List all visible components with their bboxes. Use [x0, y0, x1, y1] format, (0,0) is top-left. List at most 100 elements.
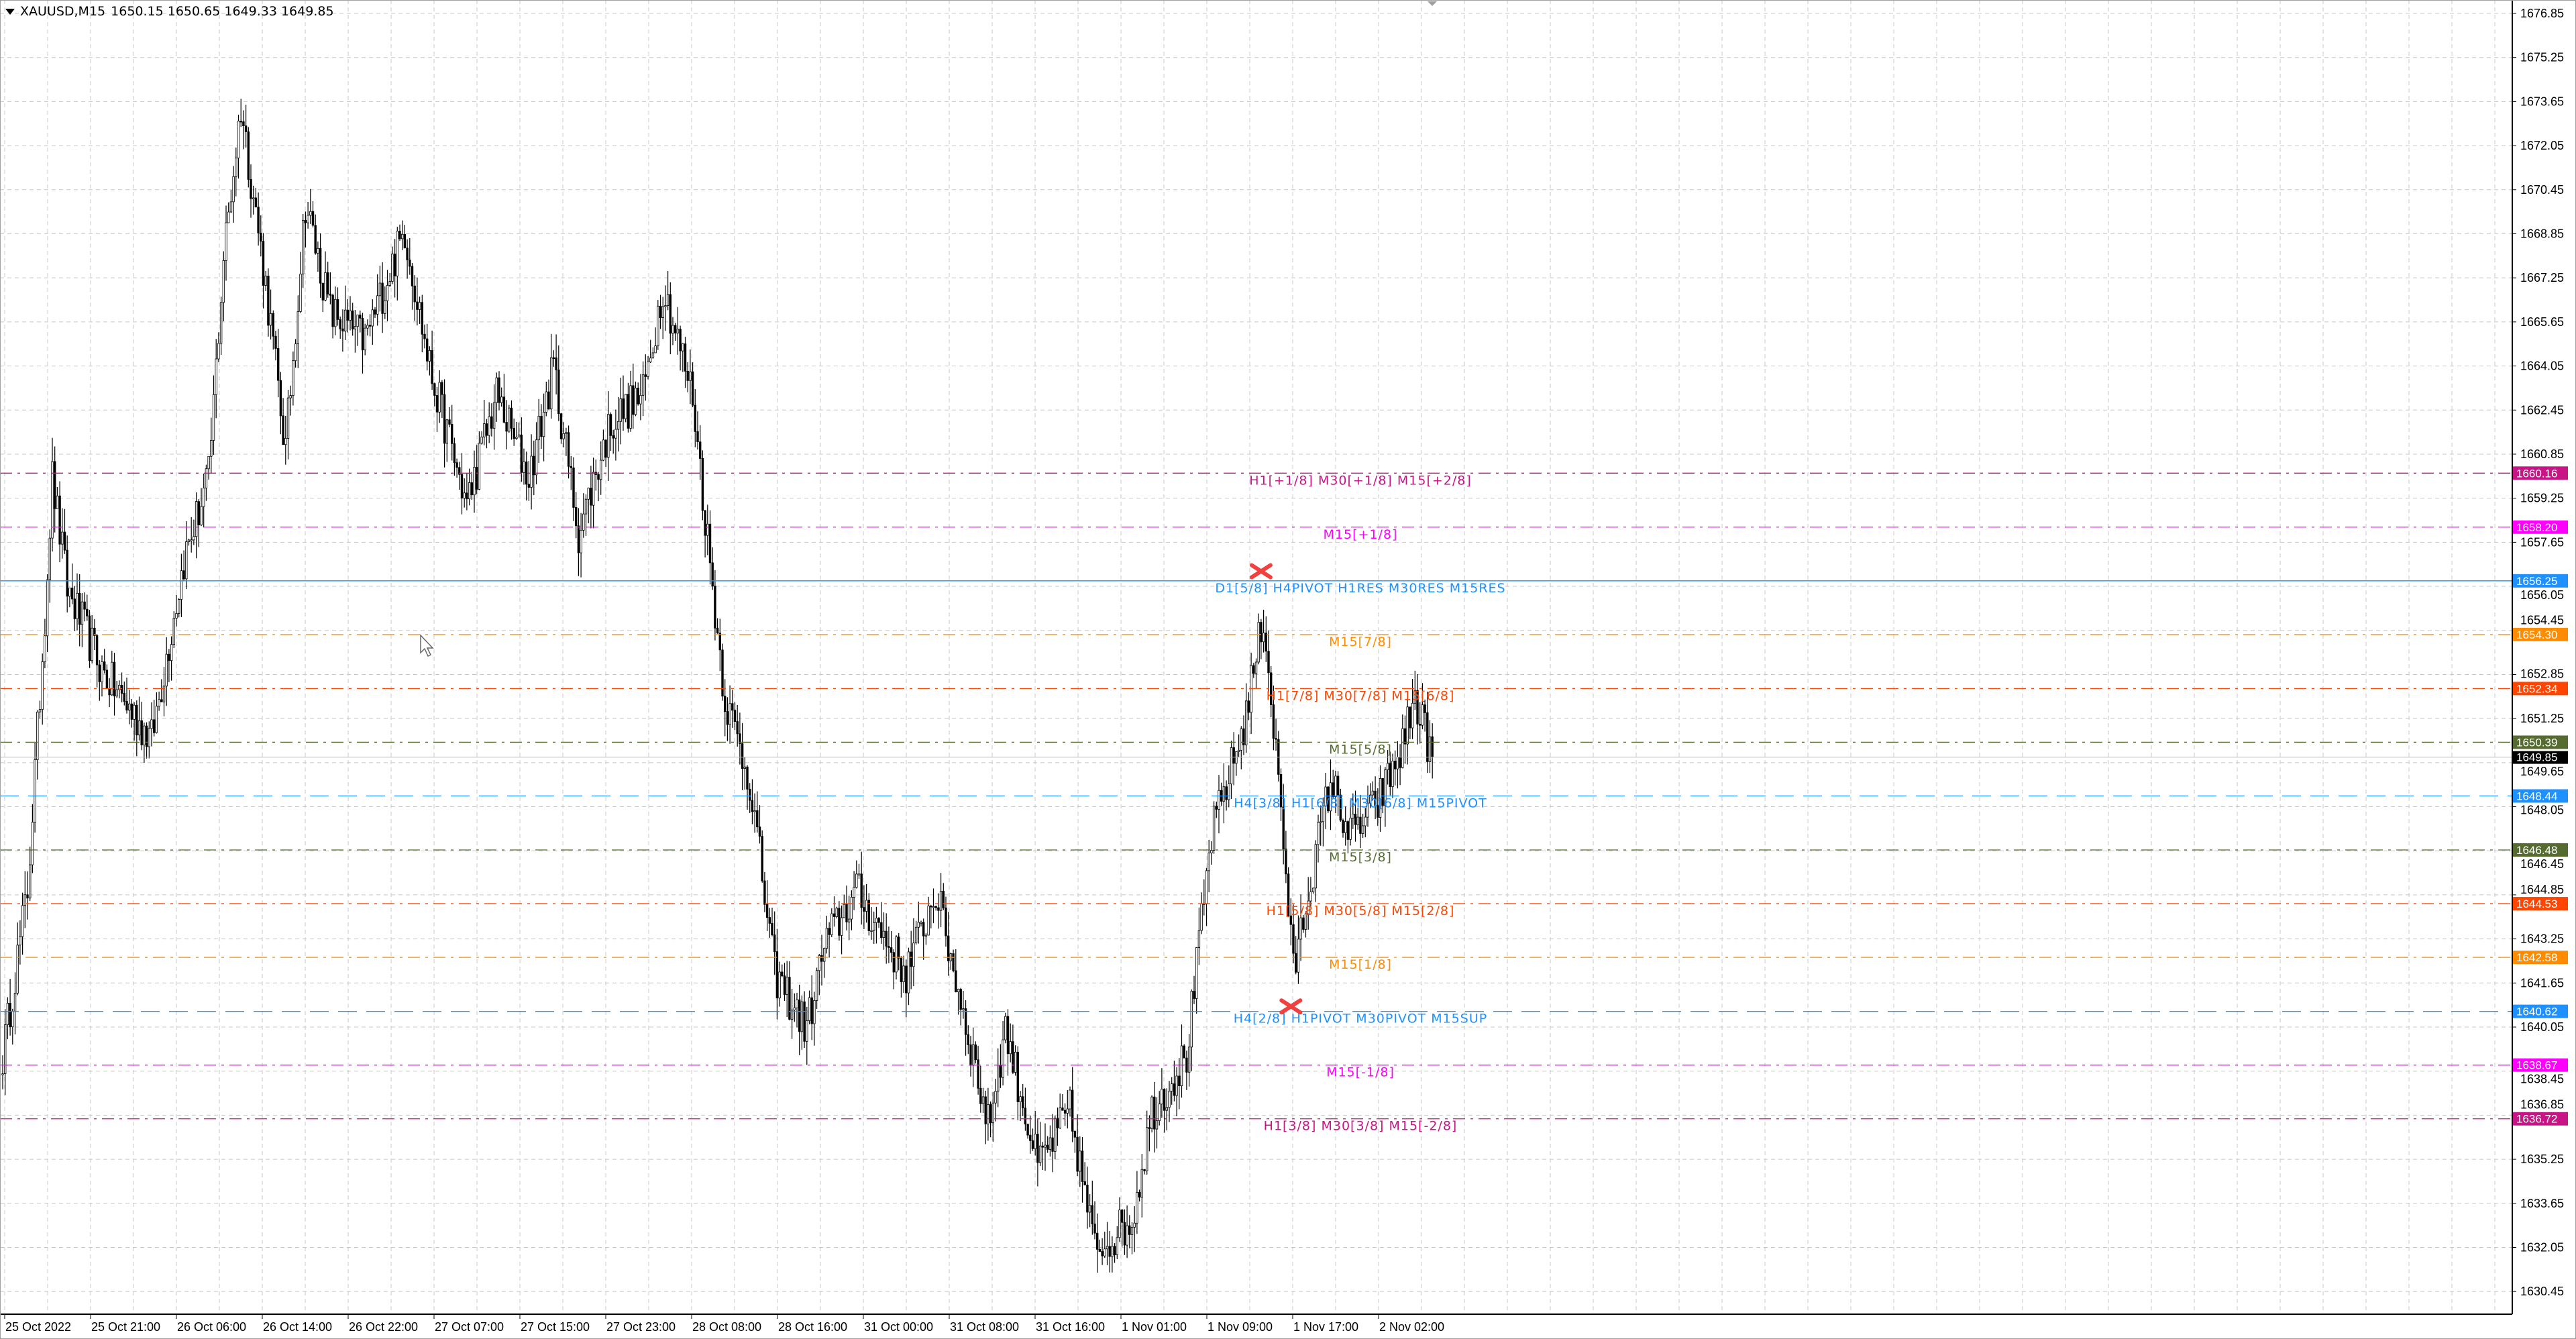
candle-bear — [1123, 1222, 1126, 1246]
time-axis-label: 25 Oct 21:00 — [91, 1320, 160, 1334]
candle-bear — [381, 282, 384, 314]
time-axis-label: 28 Oct 08:00 — [692, 1320, 761, 1334]
candle-bull — [127, 703, 131, 711]
candle-bull — [537, 415, 540, 441]
candle-bull — [1349, 817, 1352, 840]
candle-bull — [924, 934, 928, 936]
candle-bull — [68, 587, 71, 597]
candle-bear — [716, 627, 719, 634]
candle-bull — [508, 407, 511, 432]
price-badge-label: 1654.30 — [2516, 629, 2557, 641]
candle-bear — [272, 313, 274, 337]
candle-bear — [1270, 672, 1273, 705]
candle-bull — [38, 709, 42, 712]
candle-bull — [217, 343, 220, 360]
candle-bear — [262, 241, 265, 286]
candle-bull — [830, 913, 833, 935]
candle-bull — [530, 456, 533, 488]
candle-bear — [1006, 1016, 1010, 1055]
price-badge-label: 1640.62 — [2516, 1006, 2557, 1018]
candle-bull — [36, 711, 39, 760]
candle-bear — [768, 917, 771, 924]
price-badge-label: 1636.72 — [2516, 1113, 2557, 1126]
candle-bull — [202, 488, 205, 507]
candle-bull — [1126, 1225, 1128, 1246]
candle-bull — [981, 1096, 985, 1104]
candle-bull — [729, 703, 731, 725]
candle-bull — [616, 421, 620, 430]
candle-bear — [758, 826, 761, 837]
candle-bull — [1161, 1089, 1163, 1105]
candle-bull — [535, 439, 538, 476]
candle-bear — [1101, 1251, 1104, 1256]
candle-bear — [505, 422, 508, 432]
candle-bull — [1413, 690, 1416, 704]
candle-bear — [775, 951, 779, 999]
candle-bull — [1133, 1222, 1136, 1228]
candle-bull — [873, 922, 875, 931]
candle-bull — [165, 653, 168, 687]
candle-bull — [582, 513, 585, 531]
price-tick-label: 1667.25 — [2520, 271, 2564, 284]
candle-bull — [545, 391, 547, 413]
candle-bull — [1212, 806, 1216, 851]
candle-bear — [182, 570, 185, 580]
price-badge — [2513, 627, 2568, 641]
candle-bull — [1406, 706, 1409, 745]
candle-bull — [111, 661, 113, 696]
chart-shift-marker-icon[interactable] — [1428, 1, 1437, 6]
price-badge — [2513, 574, 2568, 588]
candle-bear — [838, 908, 841, 936]
candle-bear — [73, 598, 76, 619]
candle-bear — [1287, 873, 1290, 916]
candle-bear — [559, 413, 563, 439]
candle-bear — [694, 405, 696, 432]
time-axis-label: 31 Oct 00:00 — [864, 1320, 933, 1334]
price-tick-label: 1654.45 — [2520, 614, 2564, 627]
price-badge-label: 1648.44 — [2516, 790, 2557, 803]
candle-bear — [637, 388, 639, 405]
candle-bull — [843, 904, 845, 918]
level-label: M15[+1/8] — [1324, 527, 1398, 542]
candle-bull — [848, 918, 851, 922]
candle-bear — [930, 906, 932, 908]
candle-bear — [331, 294, 334, 327]
level-label: H1[7/8] M30[7/8] M15[6/8] — [1267, 688, 1455, 703]
candle-bear — [1354, 814, 1357, 825]
candle-bull — [299, 273, 302, 312]
candle-bull — [418, 302, 421, 310]
candle-bull — [21, 905, 24, 937]
candle-bear — [168, 653, 170, 661]
candle-bear — [746, 766, 749, 790]
candle-bull — [175, 613, 178, 619]
candle-bull — [225, 222, 227, 261]
candle-bull — [850, 897, 853, 920]
price-badge-label: 1656.25 — [2516, 575, 2557, 588]
candle-bull — [180, 570, 183, 600]
candle-bull — [515, 437, 518, 439]
candle-bull — [219, 302, 223, 344]
candle-bull — [1059, 1107, 1061, 1128]
time-axis-label: 2 Nov 02:00 — [1379, 1320, 1444, 1334]
candle-bear — [833, 913, 836, 917]
candle-bull — [1175, 1075, 1178, 1096]
candle-bull — [1, 1073, 4, 1075]
candle-bear — [798, 999, 801, 1032]
candle-bull — [875, 918, 878, 923]
candle-bear — [867, 900, 870, 931]
candle-bull — [478, 443, 481, 490]
price-badge-label: 1642.58 — [2516, 951, 2557, 964]
candle-bear — [1108, 1246, 1111, 1257]
candle-bull — [1384, 769, 1387, 806]
price-tick-label: 1665.65 — [2520, 315, 2564, 329]
candle-bear — [959, 989, 962, 1010]
candle-bull — [185, 541, 188, 580]
candle-bear — [674, 325, 677, 333]
dropdown-triangle-icon[interactable] — [5, 8, 15, 15]
candle-bull — [227, 211, 230, 223]
candle-bear — [78, 592, 81, 625]
price-tick-label: 1660.85 — [2520, 447, 2564, 461]
candle-bear — [1381, 778, 1384, 806]
candle-bear — [513, 428, 515, 439]
